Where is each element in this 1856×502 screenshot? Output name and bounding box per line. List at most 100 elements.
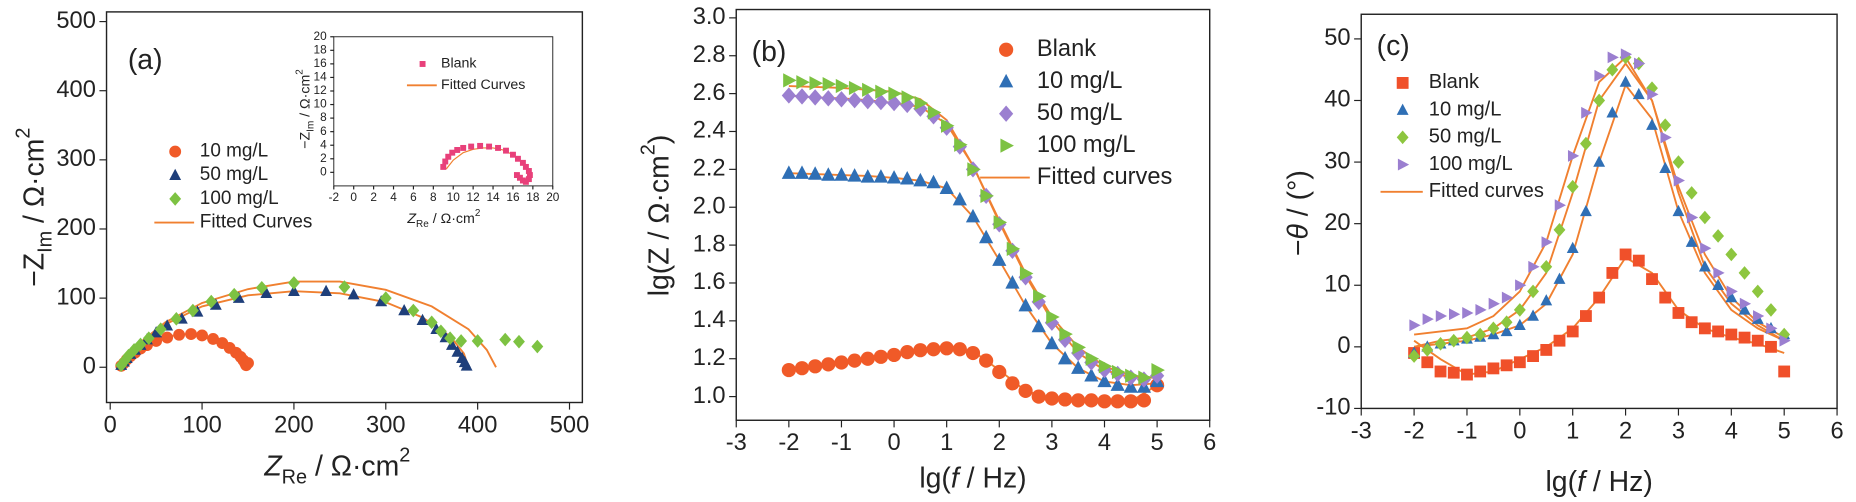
x-tick-label: 0 — [104, 412, 117, 438]
data-point — [185, 328, 197, 340]
data-point — [1151, 362, 1165, 378]
legend-label: Fitted Curves — [200, 212, 313, 233]
data-point — [320, 284, 332, 296]
y-tick-label: 30 — [1324, 148, 1350, 174]
data-point — [913, 172, 928, 187]
data-point — [1487, 362, 1500, 375]
x-tick-label: 6 — [1203, 430, 1216, 456]
data-point — [161, 331, 174, 344]
data-point — [1059, 327, 1073, 342]
data-point — [1421, 356, 1434, 369]
data-point — [1581, 106, 1593, 119]
data-point — [1085, 351, 1100, 366]
data-point — [834, 91, 849, 108]
data-point — [1606, 267, 1619, 279]
data-point — [808, 359, 823, 374]
data-point — [809, 76, 823, 91]
data-point — [288, 276, 300, 290]
data-point — [477, 142, 484, 149]
label-part: θ — [1282, 223, 1314, 239]
x-tick-label: -1 — [831, 430, 852, 456]
data-point — [1408, 349, 1421, 363]
data-point — [1606, 62, 1619, 77]
data-point — [510, 151, 516, 158]
data-point — [1487, 321, 1500, 336]
panel-label: (b) — [752, 36, 787, 68]
data-point — [416, 313, 429, 325]
y-tick-label: 18 — [314, 42, 328, 56]
legend-marker — [1396, 103, 1409, 115]
y-tick-label: -10 — [1316, 395, 1350, 421]
data-point — [979, 229, 994, 244]
label-part: lg(Z / Ω·cm — [643, 155, 675, 296]
data-point — [1566, 179, 1579, 194]
data-point — [260, 286, 273, 299]
data-point — [875, 84, 889, 99]
panel-label: (a) — [128, 44, 163, 76]
x-tick-label: 3 — [1672, 418, 1685, 444]
data-point — [1031, 389, 1046, 404]
label-part: 2 — [13, 128, 35, 139]
data-point — [1462, 307, 1474, 319]
data-point — [873, 93, 889, 111]
data-point — [1778, 365, 1791, 378]
data-point — [242, 357, 254, 370]
data-point — [926, 342, 941, 357]
x-tick-label: 100 — [182, 412, 221, 438]
legend-label: Fitted Curves — [441, 77, 525, 93]
data-point — [1712, 325, 1725, 338]
data-point — [170, 312, 183, 326]
data-point — [1580, 204, 1592, 217]
data-point — [1566, 325, 1579, 338]
label-part: 2 — [475, 208, 481, 219]
data-point — [1646, 118, 1658, 130]
x-axis-label: lg(f / Hz) — [919, 462, 1026, 494]
data-point — [1566, 241, 1579, 254]
data-point — [1005, 376, 1020, 391]
data-point — [1620, 48, 1633, 61]
data-point — [886, 170, 902, 184]
data-point — [913, 343, 928, 358]
label-part: Re — [416, 219, 429, 230]
label-part: 2 — [638, 144, 660, 155]
data-point — [1593, 93, 1606, 108]
label-part: lg( — [1546, 466, 1578, 498]
label-part: Im — [306, 121, 317, 132]
legend-label: Fitted curves — [1429, 180, 1544, 202]
data-point — [205, 294, 218, 309]
label-part: f — [951, 462, 962, 494]
x-tick-label: 12 — [467, 190, 480, 204]
y-tick-label: 2.2 — [693, 156, 726, 182]
label-part: −Z — [297, 131, 313, 148]
x-tick-label: -3 — [1351, 418, 1372, 444]
data-point — [1515, 279, 1527, 292]
x-tick-label: 4 — [1098, 430, 1111, 456]
data-point — [1751, 284, 1764, 299]
data-point — [347, 288, 360, 300]
data-point — [1593, 291, 1606, 304]
data-point — [468, 143, 475, 150]
data-point — [1580, 310, 1592, 322]
data-point — [514, 155, 521, 162]
x-tick-label: 2 — [370, 190, 377, 204]
x-tick-label: 20 — [546, 190, 560, 204]
data-point — [992, 252, 1007, 266]
data-point — [1753, 310, 1765, 322]
data-point — [442, 158, 449, 165]
data-point — [1031, 318, 1046, 333]
data-point — [821, 167, 836, 181]
data-point — [207, 332, 220, 345]
data-point — [1474, 365, 1487, 378]
x-tick-label: -3 — [726, 430, 747, 456]
y-tick-label: 500 — [56, 8, 95, 34]
legend-label: 10 mg/L — [1429, 98, 1502, 120]
data-point — [375, 295, 388, 307]
x-tick-label: 14 — [486, 190, 500, 204]
y-axis-label: −θ / (°) — [1282, 170, 1314, 256]
data-point — [503, 147, 509, 154]
data-point — [1580, 136, 1592, 151]
data-point — [1123, 394, 1138, 409]
label-part: − — [1282, 239, 1314, 256]
data-point — [1594, 69, 1606, 82]
data-point — [1672, 155, 1685, 169]
